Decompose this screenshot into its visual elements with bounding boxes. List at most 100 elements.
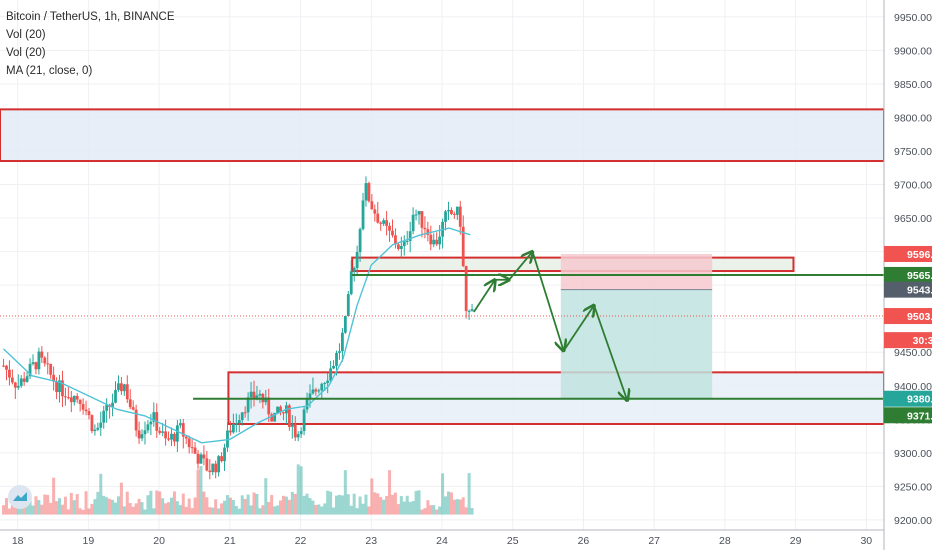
volume-bar [420, 509, 424, 515]
candle-body [361, 200, 365, 230]
y-tick-label: 9850.00 [894, 79, 932, 91]
volume-bar [96, 491, 100, 515]
indicator-vol-2[interactable]: Vol (20) [6, 47, 46, 59]
volume-bar [444, 496, 448, 515]
volume-bar [435, 509, 439, 515]
volume-bar [373, 492, 377, 515]
candle-body [311, 389, 315, 394]
take-profit-zone [560, 289, 713, 399]
volume-bar [149, 490, 153, 515]
candle-body [190, 447, 194, 449]
volume-bar [276, 505, 280, 515]
forecast-arrow [562, 305, 594, 352]
indicator-vol-1[interactable]: Vol (20) [6, 29, 46, 41]
volume-bar [60, 504, 64, 515]
price-label-text: 9503.93 [907, 311, 932, 323]
y-tick-label: 9800.00 [894, 112, 932, 124]
price-label-box [884, 245, 932, 262]
candle-body [293, 424, 297, 438]
candle-body [8, 369, 11, 378]
volume-bar [408, 501, 412, 515]
candle-body [184, 436, 188, 439]
volume-bar [281, 495, 285, 515]
candle-body [152, 412, 156, 422]
volume-bar [66, 509, 70, 515]
price-label-text: 9543.28 [907, 285, 932, 297]
candle-body [231, 424, 235, 433]
candle-body [252, 391, 256, 399]
price-label-text: 9380.70 [907, 394, 932, 406]
volume-bar [167, 502, 171, 515]
indicator-ma[interactable]: MA (21, close, 0) [6, 65, 93, 77]
price-label-text: 9565.17 [907, 270, 932, 282]
candle-body [149, 421, 153, 425]
candle-body [411, 214, 415, 232]
tradingview-logo-icon[interactable] [8, 485, 32, 509]
candle-body [72, 395, 76, 403]
candle-body [455, 206, 459, 215]
volume-bar [287, 499, 291, 515]
candle-body [394, 235, 397, 245]
candle-body [358, 229, 362, 253]
ma-line [3, 227, 471, 444]
candle-body [84, 409, 88, 412]
volume-bar [231, 500, 235, 515]
volume-bar [323, 503, 327, 515]
candle-body [329, 368, 333, 381]
volume-bar [417, 490, 421, 515]
candle-body [99, 422, 103, 428]
volume-bar [84, 491, 88, 515]
candle-body [246, 397, 250, 413]
candle-body [78, 399, 82, 405]
x-tick-label: 26 [578, 535, 590, 547]
candle-body [125, 384, 129, 400]
volume-bar [155, 490, 159, 515]
volume-bar [314, 504, 318, 515]
volume-bar [270, 494, 274, 515]
candle-body [346, 294, 350, 316]
candle-body [264, 397, 268, 403]
volume-bar [364, 494, 368, 515]
volume-bar [293, 493, 297, 515]
candle-body [25, 376, 29, 382]
candle-body [102, 410, 106, 423]
candle-body [305, 399, 309, 410]
candle-body [335, 352, 338, 366]
price-label-box [884, 332, 932, 349]
volume-bar [175, 501, 179, 515]
candle-body [352, 267, 356, 272]
volume-bar [264, 478, 268, 515]
candle-body [173, 433, 176, 442]
y-tick-label: 9950.00 [894, 12, 932, 24]
price-label-box [884, 390, 932, 407]
volume-bar [449, 492, 453, 515]
candle-body [211, 463, 215, 473]
candle-body [34, 362, 38, 370]
symbol-title[interactable]: Bitcoin / TetherUS, 1h, BINANCE [6, 11, 175, 23]
x-tick-label: 19 [83, 535, 95, 547]
volume-bar [172, 491, 176, 515]
candle-body [326, 380, 330, 384]
candle-body [52, 374, 56, 382]
candle-body [117, 383, 120, 390]
volume-bar [134, 503, 138, 515]
volume-bar [370, 478, 374, 515]
y-tick-label: 9900.00 [894, 45, 932, 57]
volume-bar [458, 499, 462, 515]
volume-bar [75, 494, 79, 515]
candle-body [64, 396, 67, 398]
candle-body [122, 384, 126, 392]
volume-bar [55, 501, 59, 515]
volume-bar [258, 508, 262, 515]
volume-bar [234, 505, 238, 515]
stop-loss-zone [560, 253, 713, 290]
candle-body [391, 230, 394, 236]
volume-bar [87, 508, 91, 515]
volume-bar [337, 494, 341, 515]
zone-rect-0 [0, 108, 885, 163]
candle-body [423, 227, 427, 230]
volume-bar [146, 495, 150, 515]
volume-bar [72, 500, 76, 515]
